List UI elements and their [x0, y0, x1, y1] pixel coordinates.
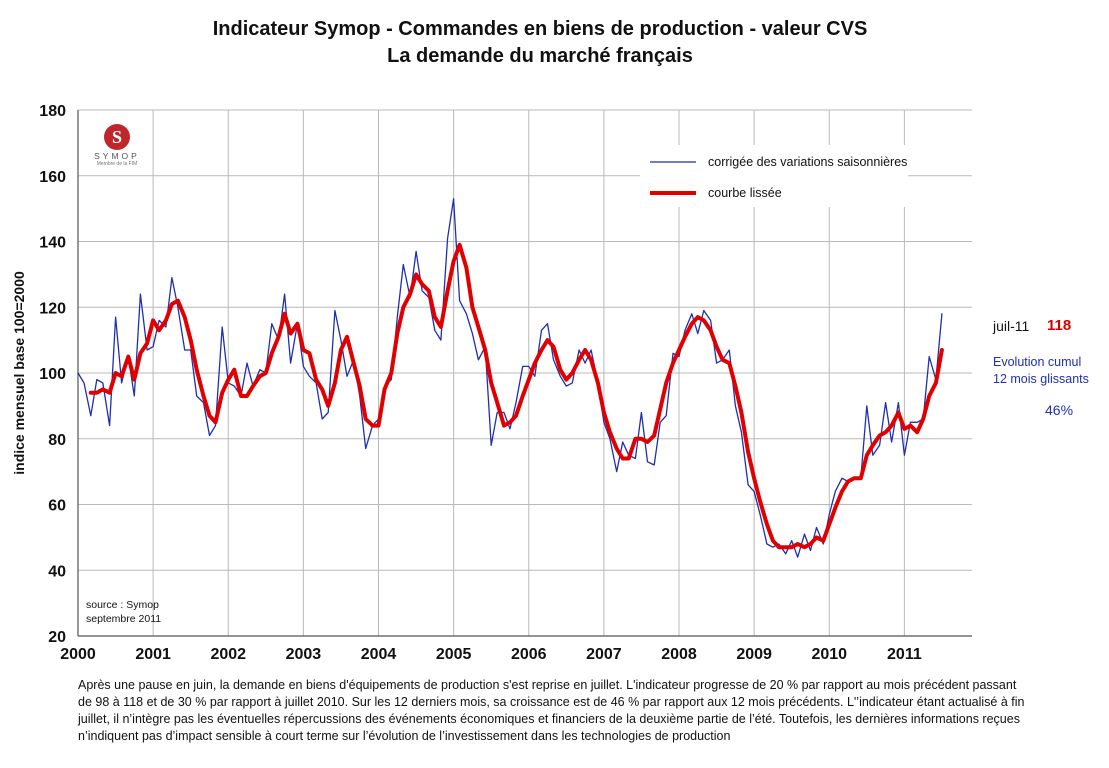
x-tick-label: 2007	[586, 646, 622, 663]
legend-label: corrigée des variations saisonnières	[708, 155, 907, 169]
series-line-cvs	[77, 198, 943, 558]
y-tick-label: 20	[48, 629, 66, 646]
latest-value: 118	[1047, 317, 1072, 334]
source-date: septembre 2011	[86, 613, 162, 625]
logo-name: SYMOP	[94, 151, 140, 161]
commentary-line: n’indiquent pas d’impact sensible à cour…	[78, 729, 731, 743]
x-tick-label: 2005	[436, 646, 472, 663]
latest-month: juil-11	[993, 318, 1030, 334]
symop-logo: S SYMOP Membre de la FIM	[86, 124, 148, 167]
x-tick-label: 2000	[60, 646, 96, 663]
y-tick-label: 180	[39, 103, 66, 120]
x-tick-label: 2002	[210, 646, 246, 663]
source-line: source : Symop	[86, 599, 159, 611]
x-tick-label: 2006	[511, 646, 547, 663]
legend-label: courbe lissée	[708, 186, 782, 200]
y-tick-label: 100	[39, 366, 66, 383]
x-tick-label: 2003	[286, 646, 322, 663]
evolution-label: Evolution cumul 12 mois glissants	[993, 354, 1089, 388]
commentary-line: de 98 à 118 et de 30 % par rapport à jui…	[78, 695, 1025, 709]
source-note: source : Symop septembre 2011	[86, 598, 161, 626]
commentary-line: Après une pause en juin, la demande en b…	[78, 678, 1017, 692]
series-line-smoothed	[88, 242, 944, 550]
x-tick-label: 2008	[661, 646, 697, 663]
logo-subtitle: Membre de la FIM	[96, 161, 138, 167]
y-tick-label: 60	[48, 498, 66, 515]
chart-title: Indicateur Symop - Commandes en biens de…	[212, 18, 868, 40]
y-tick-label: 160	[39, 169, 66, 186]
y-axis-label: indice mensuel base 100=2000	[11, 271, 27, 475]
x-tick-label: 2011	[887, 646, 922, 663]
x-tick-label: 2010	[811, 646, 847, 663]
commentary-line: juillet, il n’intègre pas les éventuelle…	[78, 712, 1020, 726]
evolution-percent: 46%	[1045, 402, 1074, 418]
symop-logo-icon: S	[104, 124, 130, 150]
x-tick-label: 2004	[361, 646, 397, 663]
y-tick-label: 140	[39, 235, 66, 252]
y-tick-label: 40	[48, 563, 66, 580]
x-tick-label: 2009	[736, 646, 772, 663]
evolution-line-2: 12 mois glissants	[993, 372, 1089, 386]
commentary: Après une pause en juin, la demande en b…	[78, 677, 1058, 745]
legend-box	[640, 145, 908, 207]
x-tick-label: 2001	[135, 646, 171, 663]
chart-subtitle: La demande du marché français	[387, 45, 693, 67]
y-tick-label: 120	[39, 300, 66, 317]
y-tick-label: 80	[48, 432, 66, 449]
evolution-line-1: Evolution cumul	[993, 355, 1082, 369]
